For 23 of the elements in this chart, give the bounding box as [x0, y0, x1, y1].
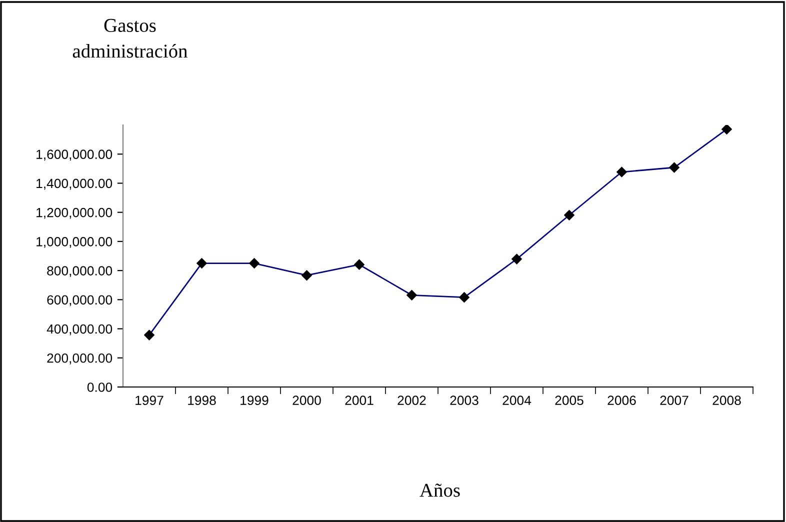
x-tick-label: 2005 — [555, 396, 584, 406]
x-tick-label: 2006 — [608, 396, 636, 406]
x-tick-label: 2000 — [292, 396, 321, 406]
x-tick-label: 2003 — [450, 396, 478, 406]
y-tick-label: 800,000.00 — [47, 266, 112, 278]
x-tick-label: 2002 — [398, 396, 426, 406]
y-tick-label: 1,400,000.00 — [36, 178, 112, 190]
y-tick-label: 600,000.00 — [47, 295, 112, 306]
x-tick-label: 1999 — [240, 396, 268, 406]
y-tick-label: 0.00 — [87, 382, 112, 392]
x-tick-label: 1998 — [188, 396, 216, 406]
y-tick-label: 400,000.00 — [46, 324, 112, 336]
y-axis-title: Gastos administración — [72, 18, 188, 58]
x-tick-label: 1997 — [136, 396, 164, 406]
x-tick-label: 2004 — [502, 396, 532, 406]
y-tick-label: 200,000.00 — [47, 353, 112, 364]
x-tick-label: 2001 — [345, 396, 374, 406]
x-axis-title: Años — [420, 484, 460, 497]
y-tick-label: 1,600,000.00 — [36, 150, 112, 161]
y-tick-label: 1,000,000.00 — [36, 237, 112, 248]
x-tick-label: 2008 — [712, 396, 741, 406]
x-tick-label: 2007 — [660, 396, 688, 406]
y-tick-label: 1,200,000.00 — [36, 208, 112, 219]
